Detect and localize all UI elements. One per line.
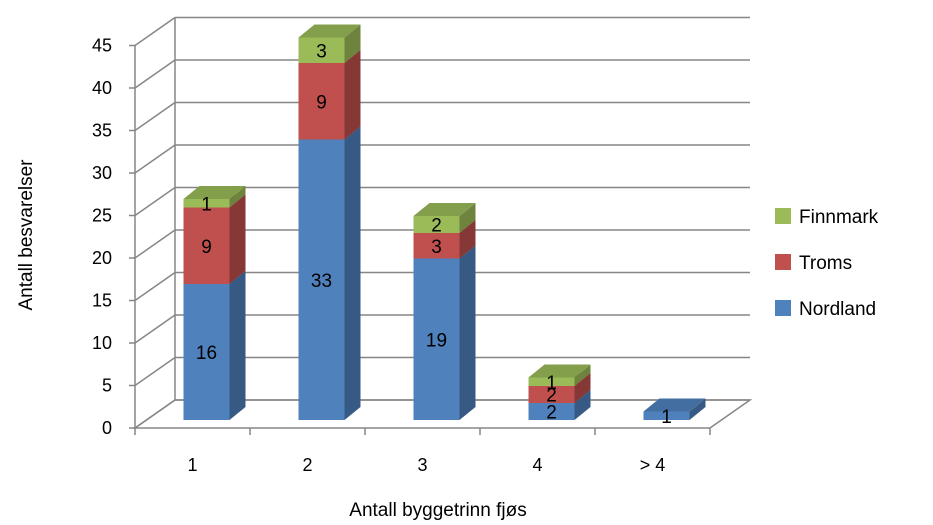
bar-front — [298, 63, 345, 140]
bar-side — [229, 194, 246, 284]
gridline-side — [134, 16, 176, 47]
x-tick-label: 1 — [187, 455, 197, 475]
bar-segment-nordland — [298, 126, 361, 420]
bar-top — [298, 24, 361, 38]
data-label-finnmark: 2 — [431, 216, 442, 237]
bar-front — [528, 386, 575, 403]
bar-segment-troms — [183, 194, 246, 284]
y-tick-label: 0 — [102, 418, 112, 438]
bar-top — [643, 398, 706, 412]
y-tick-label: 30 — [92, 163, 112, 183]
gridline-side — [134, 314, 176, 344]
bar-segment-finnmark — [413, 203, 476, 233]
y-tick-label: 40 — [92, 78, 112, 98]
data-label-finnmark: 1 — [201, 194, 212, 215]
data-label-finnmark: 3 — [316, 41, 327, 62]
bar-front — [298, 139, 345, 420]
bar-side — [229, 271, 246, 420]
gridline-side — [134, 229, 176, 259]
data-label-nordland: 16 — [196, 343, 217, 364]
legend-label-troms: Troms — [799, 253, 852, 274]
bar-segment-nordland — [413, 245, 476, 420]
y-tick-label: 10 — [92, 333, 112, 353]
y-tick-label: 5 — [102, 376, 112, 396]
x-axis-title: Antall byggetrinn fjøs — [349, 500, 526, 521]
y-tick-label: 25 — [92, 206, 112, 226]
gridline-side — [134, 271, 176, 302]
bar-front — [298, 37, 345, 63]
x-axis-ticks: 1 2 3 4 > 4 — [134, 428, 711, 475]
data-label-nordland: 1 — [661, 407, 672, 428]
x-tick-label: > 4 — [640, 455, 666, 475]
data-label-troms: 9 — [201, 237, 212, 258]
bar-side — [344, 50, 361, 140]
bar-top — [413, 203, 476, 216]
bar-front — [413, 216, 460, 233]
bar-side — [459, 220, 476, 259]
data-label-nordland: 33 — [311, 271, 332, 292]
bar-front — [528, 403, 575, 420]
y-tick-label: 15 — [92, 291, 112, 311]
bar-side — [689, 398, 706, 420]
bar-side — [229, 186, 246, 208]
gridline-side — [134, 186, 176, 217]
bar-side — [344, 24, 361, 63]
data-label-troms: 2 — [546, 386, 557, 407]
bar-segment-finnmark — [183, 186, 246, 208]
bar-segment-finnmark — [528, 364, 591, 386]
y-tick-label: 35 — [92, 121, 112, 141]
y-axis-ticks: 0 5 10 15 20 25 30 35 40 45 — [92, 36, 135, 438]
bar-side — [459, 203, 476, 233]
x-tick-label: 2 — [302, 455, 312, 475]
bar-segment-troms — [298, 50, 361, 140]
data-label-nordland: 19 — [426, 330, 447, 351]
gridline-side — [134, 399, 176, 429]
bar-side — [344, 126, 361, 420]
bar-front — [413, 258, 460, 420]
gridline-side — [134, 144, 176, 174]
y-tick-label: 20 — [92, 248, 112, 268]
x-tick-label: 3 — [417, 455, 427, 475]
gridline-side — [134, 59, 176, 89]
data-label-nordland: 2 — [546, 403, 557, 424]
gridline-side — [134, 101, 176, 132]
bar-segment-nordland — [643, 398, 706, 420]
bar-segment-finnmark — [298, 24, 361, 63]
data-label-troms: 9 — [316, 92, 327, 113]
x-tick-label: 4 — [532, 455, 542, 475]
bar-top — [183, 186, 246, 199]
bar-front — [183, 199, 230, 208]
data-label-troms: 3 — [431, 237, 442, 258]
y-axis-title: Antall besvarelser — [16, 159, 37, 311]
bar-front — [183, 207, 230, 284]
bar-front — [528, 377, 575, 386]
bar-front — [183, 284, 230, 420]
legend: Finnmark Troms Nordland — [775, 207, 879, 320]
legend-swatch-nordland — [775, 300, 791, 316]
gridline-side — [134, 356, 176, 387]
bar-front — [413, 233, 460, 259]
bar-top — [528, 364, 591, 378]
data-label-finnmark: 1 — [546, 373, 557, 394]
bar-side — [574, 373, 591, 403]
bar-side — [574, 364, 591, 386]
legend-swatch-finnmark — [775, 208, 791, 224]
bar-front — [643, 411, 690, 420]
bar-side — [574, 390, 591, 420]
legend-label-finnmark: Finnmark — [799, 207, 879, 228]
bars — [183, 24, 706, 420]
bar-side — [459, 245, 476, 420]
legend-swatch-troms — [775, 254, 791, 270]
y-tick-label: 45 — [92, 36, 112, 56]
legend-label-nordland: Nordland — [799, 299, 876, 320]
